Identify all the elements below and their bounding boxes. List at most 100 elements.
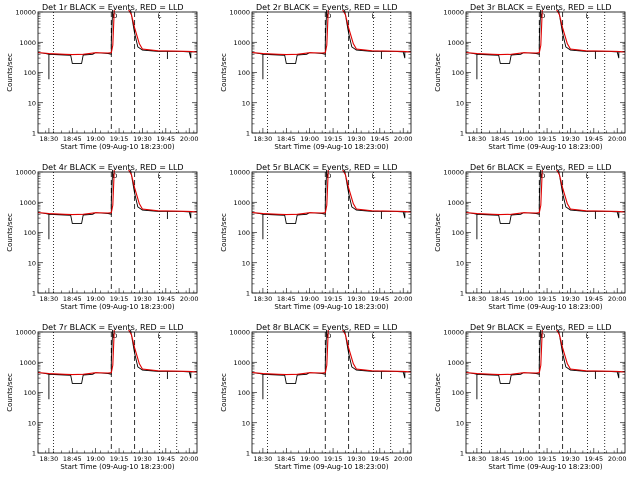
- marker-letter: L: [586, 172, 590, 180]
- panel-title: Det 1r BLACK = Events, RED = LLD: [42, 3, 184, 12]
- y-tick-label: 10: [28, 259, 36, 267]
- events-series-line: [466, 330, 625, 400]
- marker-letter: L: [372, 172, 376, 180]
- lld-series-line: [38, 10, 197, 56]
- y-tick-label: 10: [242, 99, 250, 107]
- y-tick-label: 100: [24, 229, 36, 237]
- x-tick-label: 18:30: [254, 135, 273, 143]
- x-tick-label: 18:30: [468, 295, 487, 303]
- x-tick-label: 18:30: [40, 295, 59, 303]
- y-axis-label: Counts/sec: [434, 373, 442, 412]
- y-tick-label: 10: [456, 99, 464, 107]
- y-axis-label: Counts/sec: [6, 373, 14, 412]
- lld-series-line: [466, 170, 625, 216]
- y-tick-label: 100: [238, 69, 250, 77]
- y-tick-label: 1: [246, 450, 250, 458]
- x-tick-label: 19:15: [110, 135, 129, 143]
- y-tick-label: 1000: [447, 199, 464, 207]
- x-tick-label: 19:45: [584, 295, 603, 303]
- lld-series-line: [252, 330, 411, 376]
- panel-title: Det 9r BLACK = Events, RED = LLD: [470, 323, 612, 332]
- x-tick-label: 19:45: [156, 135, 175, 143]
- lld-series-line: [466, 330, 625, 376]
- y-tick-label: 100: [24, 69, 36, 77]
- marker-letter: D: [326, 172, 331, 180]
- x-tick-label: 19:15: [538, 455, 557, 463]
- x-tick-label: 19:45: [370, 135, 389, 143]
- x-tick-label: 19:30: [133, 295, 152, 303]
- events-series-line: [38, 170, 197, 240]
- y-tick-label: 10: [242, 419, 250, 427]
- x-tick-label: 19:15: [110, 295, 129, 303]
- y-axis-label: Counts/sec: [220, 53, 228, 92]
- x-tick-label: 19:30: [347, 455, 366, 463]
- x-tick-label: 18:45: [277, 295, 296, 303]
- x-tick-label: 20:00: [180, 455, 199, 463]
- x-tick-label: 19:00: [514, 135, 533, 143]
- x-tick-label: 19:30: [347, 135, 366, 143]
- y-tick-label: 10: [456, 419, 464, 427]
- x-tick-label: 19:15: [110, 455, 129, 463]
- y-axis-label: Counts/sec: [6, 53, 14, 92]
- y-tick-label: 1: [460, 290, 464, 298]
- marker-letter: L: [586, 332, 590, 340]
- marker-letter: D: [112, 332, 117, 340]
- panel-title: Det 6r BLACK = Events, RED = LLD: [470, 163, 612, 172]
- x-tick-label: 19:30: [133, 455, 152, 463]
- y-tick-label: 10000: [229, 9, 250, 17]
- x-tick-label: 20:00: [394, 135, 413, 143]
- panel-title: Det 7r BLACK = Events, RED = LLD: [42, 323, 184, 332]
- x-tick-label: 19:00: [86, 135, 105, 143]
- marker-letter: D: [326, 12, 331, 20]
- y-axis-label: Counts/sec: [220, 213, 228, 252]
- x-tick-label: 19:30: [561, 455, 580, 463]
- x-tick-label: 19:15: [324, 455, 343, 463]
- x-tick-label: 18:30: [254, 455, 273, 463]
- y-tick-label: 1000: [447, 359, 464, 367]
- y-tick-label: 10000: [15, 9, 36, 17]
- events-series-line: [38, 10, 197, 80]
- marker-letter: L: [586, 12, 590, 20]
- x-tick-label: 19:00: [514, 295, 533, 303]
- x-tick-label: 18:45: [491, 455, 510, 463]
- x-tick-label: 18:30: [468, 135, 487, 143]
- y-tick-label: 1: [460, 130, 464, 138]
- x-tick-label: 19:45: [156, 455, 175, 463]
- marker-letter: D: [540, 332, 545, 340]
- lld-series-line: [466, 10, 625, 56]
- y-tick-label: 1: [32, 290, 36, 298]
- marker-letter: D: [112, 12, 117, 20]
- y-tick-label: 1: [460, 450, 464, 458]
- x-tick-label: 19:15: [324, 135, 343, 143]
- x-tick-label: 19:30: [133, 135, 152, 143]
- x-tick-label: 19:00: [86, 455, 105, 463]
- lld-series-line: [252, 10, 411, 56]
- x-tick-label: 19:00: [300, 295, 319, 303]
- marker-letter: D: [540, 172, 545, 180]
- y-tick-label: 100: [238, 389, 250, 397]
- x-tick-label: 19:30: [561, 295, 580, 303]
- x-tick-label: 18:45: [63, 135, 82, 143]
- panel-title: Det 2r BLACK = Events, RED = LLD: [256, 3, 398, 12]
- x-tick-label: 18:45: [277, 455, 296, 463]
- y-tick-label: 1: [32, 130, 36, 138]
- marker-letter: L: [372, 12, 376, 20]
- lld-series-line: [38, 170, 197, 216]
- x-tick-label: 20:00: [394, 295, 413, 303]
- panel-title: Det 4r BLACK = Events, RED = LLD: [42, 163, 184, 172]
- y-tick-label: 100: [238, 229, 250, 237]
- plot-frame: [251, 331, 412, 454]
- y-tick-label: 10000: [443, 169, 464, 177]
- x-axis-label: Start Time (09-Aug-10 18:23:00): [60, 303, 174, 311]
- x-tick-label: 20:00: [608, 455, 627, 463]
- y-tick-label: 1000: [447, 39, 464, 47]
- y-axis-label: Counts/sec: [220, 373, 228, 412]
- x-tick-label: 20:00: [180, 295, 199, 303]
- y-tick-label: 100: [452, 389, 464, 397]
- marker-letter: D: [540, 12, 545, 20]
- plot-frame: [251, 11, 412, 134]
